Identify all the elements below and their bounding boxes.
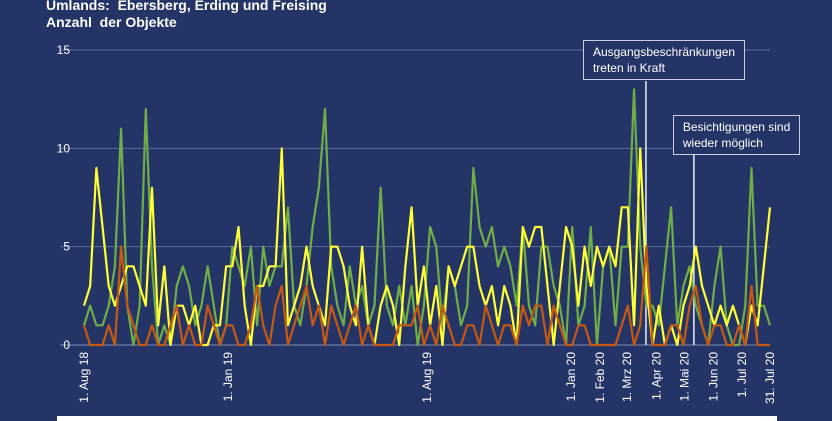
annotation-viewings-possible: Besichtigungen sind wieder möglich	[672, 115, 801, 155]
y-tick-label: 0	[63, 338, 70, 352]
x-tick-label: 31. Jul 20	[763, 352, 777, 404]
x-tick-label: 1. Jul 20	[735, 352, 749, 398]
x-tick-label: 1. Feb 20	[593, 352, 607, 403]
x-tick-label: 1. Aug 19	[420, 352, 434, 403]
chart-title: Umlands: Ebersberg, Erding und Freising …	[46, 0, 327, 30]
series-line-1	[82, 147, 772, 347]
x-tick-label: 1. Mrz 20	[620, 352, 634, 402]
x-tick-label: 1. Apr 20	[649, 352, 663, 400]
y-tick-label: 10	[57, 141, 71, 155]
series-line-0	[82, 88, 772, 347]
x-tick-label: 1. Jun 20	[707, 352, 721, 402]
x-tick-label: 1. Jan 19	[221, 352, 235, 402]
x-tick-label: 1. Jan 20	[564, 352, 578, 402]
x-tick-label: 1. Mai 20	[677, 352, 691, 402]
x-tick-label: 1. Aug 18	[77, 352, 91, 403]
y-tick-label: 5	[63, 240, 70, 254]
y-tick-label: 15	[57, 43, 71, 57]
series-line-2	[82, 245, 770, 347]
annotation-lockdown: Ausgangsbeschränkungen treten in Kraft	[582, 40, 746, 80]
bottom-strip	[57, 416, 777, 421]
